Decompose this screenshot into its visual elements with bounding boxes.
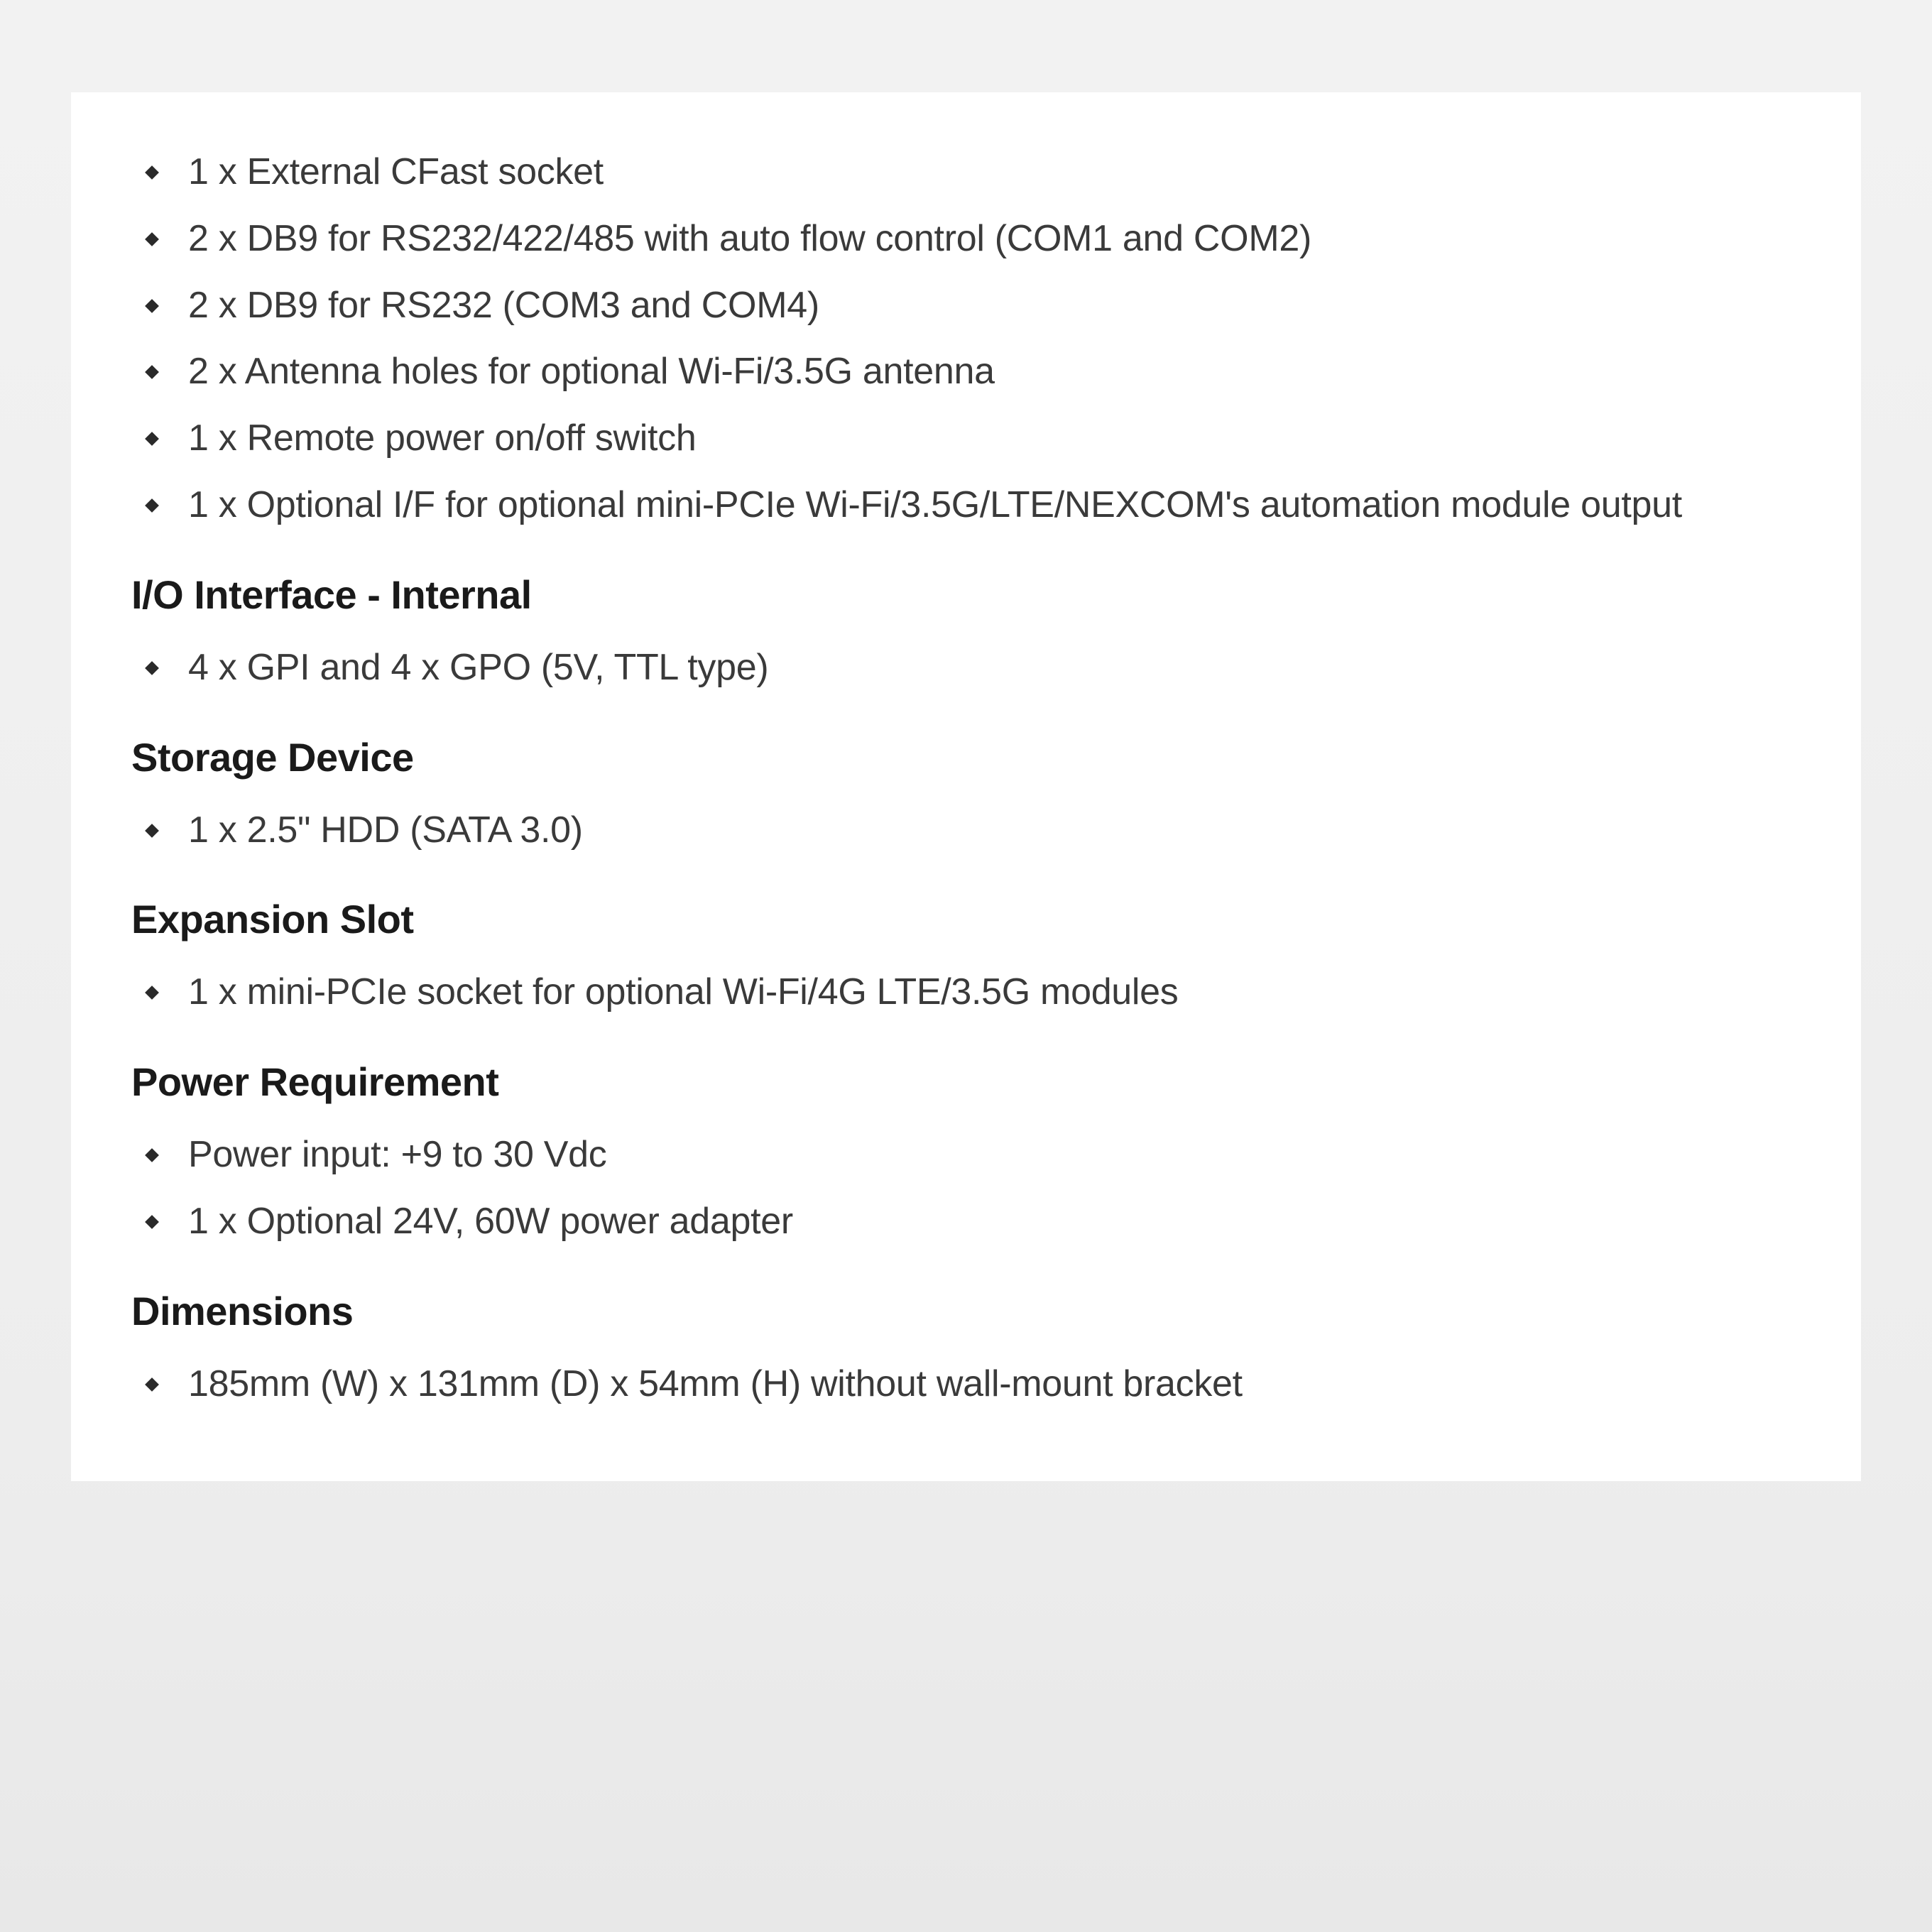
section-heading: Dimensions <box>131 1288 1801 1334</box>
spec-list-item: 4 x GPI and 4 x GPO (5V, TTL type) <box>131 638 1801 699</box>
spec-list-item: 1 x Optional 24V, 60W power adapter <box>131 1191 1801 1252</box>
spec-card: 1 x External CFast socket2 x DB9 for RS2… <box>71 92 1861 1481</box>
spec-list: 185mm (W) x 131mm (D) x 54mm (H) without… <box>131 1354 1801 1415</box>
spec-section: Expansion Slot 1 x mini-PCIe socket for o… <box>131 896 1801 1023</box>
spec-list-item: 1 x Optional I/F for optional mini-PCIe … <box>131 475 1801 536</box>
spec-section: Dimensions 185mm (W) x 131mm (D) x 54mm (… <box>131 1288 1801 1415</box>
spec-list: 1 x External CFast socket2 x DB9 for RS2… <box>131 142 1801 536</box>
spec-section: Storage Device 1 x 2.5" HDD (SATA 3.0) <box>131 734 1801 861</box>
spec-list-item: 2 x Antenna holes for optional Wi-Fi/3.5… <box>131 342 1801 403</box>
section-heading: Expansion Slot <box>131 896 1801 942</box>
spec-list: 1 x 2.5" HDD (SATA 3.0) <box>131 800 1801 861</box>
spec-list-item: 2 x DB9 for RS232 (COM3 and COM4) <box>131 275 1801 337</box>
spec-list-item: 1 x mini-PCIe socket for optional Wi-Fi/… <box>131 962 1801 1023</box>
spec-list-item: 1 x External CFast socket <box>131 142 1801 203</box>
spec-list-item: Power input: +9 to 30 Vdc <box>131 1125 1801 1186</box>
sections-container: 1 x External CFast socket2 x DB9 for RS2… <box>131 142 1801 1415</box>
spec-list: Power input: +9 to 30 Vdc1 x Optional 24… <box>131 1125 1801 1252</box>
spec-list: 4 x GPI and 4 x GPO (5V, TTL type) <box>131 638 1801 699</box>
spec-list-item: 1 x Remote power on/off switch <box>131 408 1801 469</box>
spec-section: I/O Interface - Internal 4 x GPI and 4 x … <box>131 572 1801 699</box>
spec-list-item: 2 x DB9 for RS232/422/485 with auto flow… <box>131 209 1801 270</box>
spec-list: 1 x mini-PCIe socket for optional Wi-Fi/… <box>131 962 1801 1023</box>
spec-section: Power Requirement Power input: +9 to 30 V… <box>131 1059 1801 1252</box>
spec-section: 1 x External CFast socket2 x DB9 for RS2… <box>131 142 1801 536</box>
spec-list-item: 1 x 2.5" HDD (SATA 3.0) <box>131 800 1801 861</box>
section-heading: Power Requirement <box>131 1059 1801 1105</box>
section-heading: I/O Interface - Internal <box>131 572 1801 618</box>
section-heading: Storage Device <box>131 734 1801 780</box>
spec-list-item: 185mm (W) x 131mm (D) x 54mm (H) without… <box>131 1354 1801 1415</box>
